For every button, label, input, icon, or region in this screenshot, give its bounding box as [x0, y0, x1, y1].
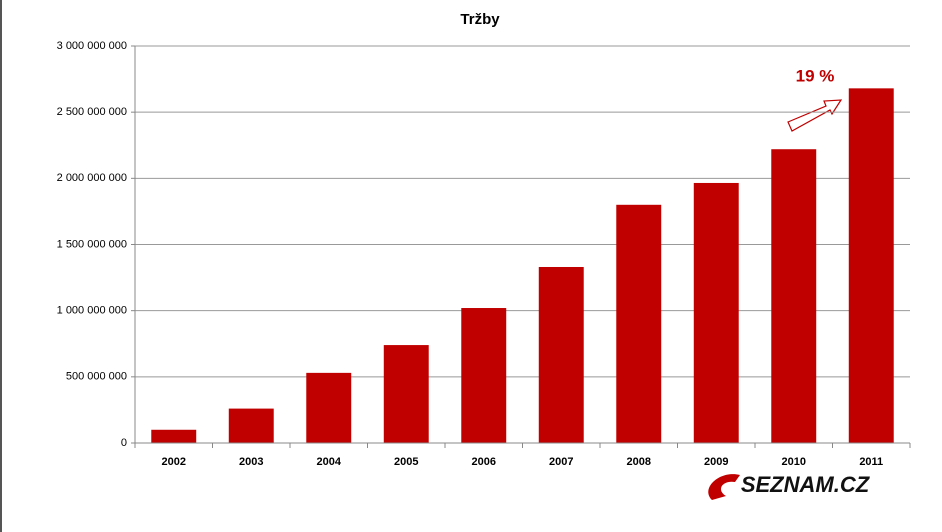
logo-swoosh: [708, 474, 740, 500]
x-tick-label: 2008: [627, 456, 651, 468]
growth-arrow: [787, 99, 843, 132]
bar: [538, 266, 584, 443]
chart-title: Tržby: [460, 11, 500, 28]
x-tick-label: 2011: [859, 456, 883, 468]
y-tick-label: 2 000 000 000: [57, 172, 127, 184]
bar: [848, 88, 894, 443]
bar: [383, 345, 429, 443]
x-tick-label: 2005: [394, 456, 418, 468]
left-border: [0, 0, 2, 532]
x-tick-label: 2006: [472, 456, 496, 468]
x-tick-label: 2007: [549, 456, 573, 468]
bar: [228, 408, 274, 443]
y-tick-label: 3 000 000 000: [57, 40, 127, 52]
bar: [461, 308, 507, 443]
x-tick-label: 2003: [239, 456, 263, 468]
bar: [771, 149, 817, 443]
y-tick-label: 1 000 000 000: [57, 305, 127, 317]
y-tick-label: 0: [121, 437, 127, 449]
annotation: 19 %: [796, 66, 835, 85]
bar: [151, 429, 197, 443]
bar: [693, 182, 739, 443]
y-tick-label: 2 500 000 000: [57, 106, 127, 118]
x-tick-label: 2002: [162, 456, 186, 468]
bar: [306, 372, 352, 443]
logo: SEZNAM.CZ: [741, 472, 871, 497]
x-tick-label: 2004: [317, 456, 342, 468]
y-tick-label: 500 000 000: [66, 371, 127, 383]
x-tick-label: 2009: [704, 456, 728, 468]
bar: [616, 204, 662, 443]
x-tick-label: 2010: [782, 456, 806, 468]
y-tick-label: 1 500 000 000: [57, 238, 127, 250]
